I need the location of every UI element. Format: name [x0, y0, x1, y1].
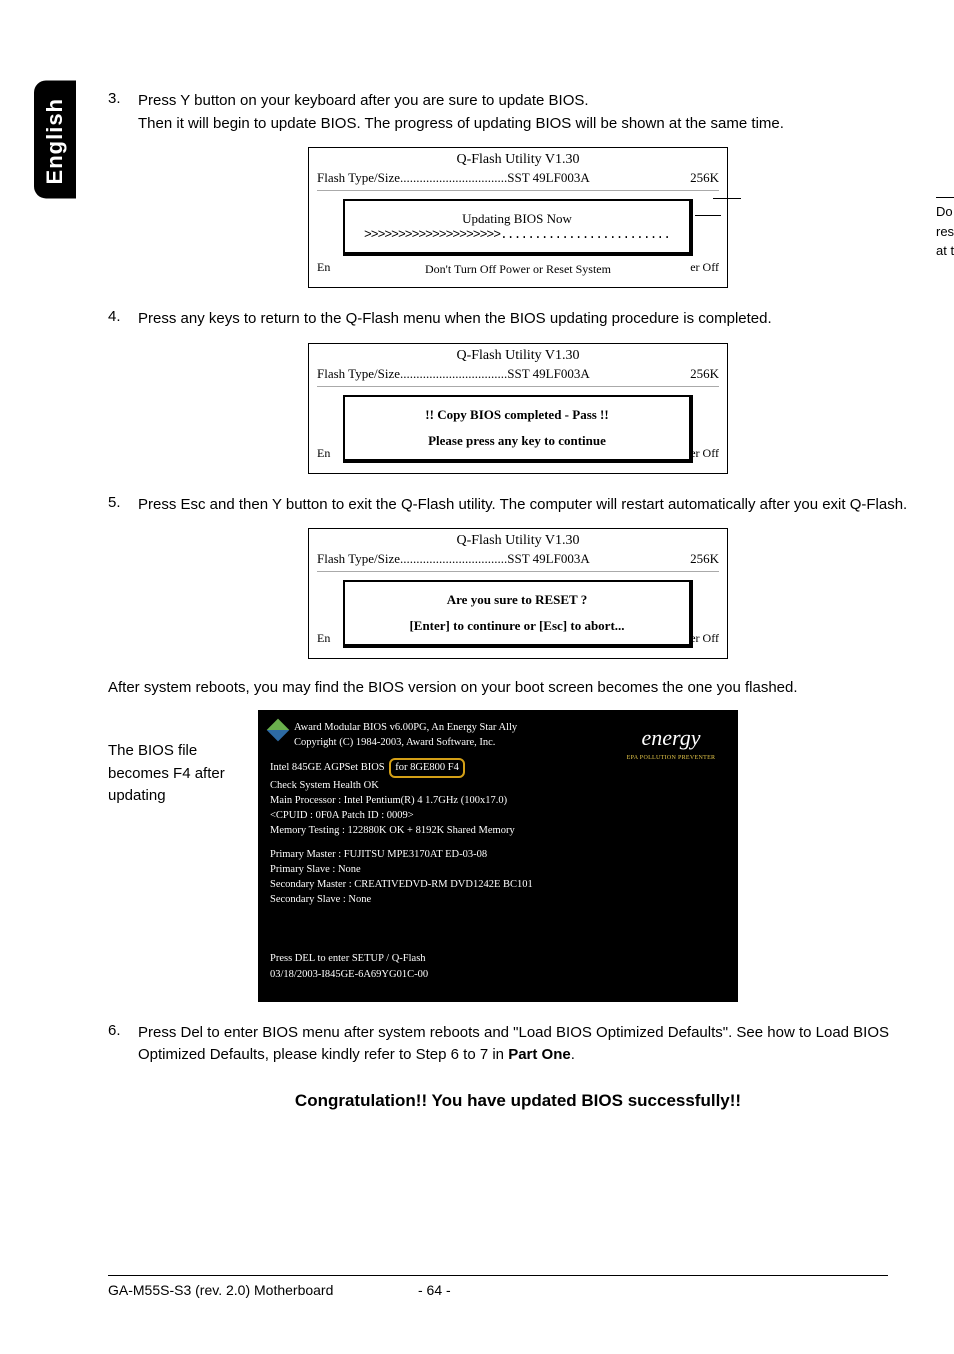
step-4: 4. Press any keys to return to the Q-Fla… — [108, 308, 928, 331]
step-number: 5. — [108, 494, 138, 517]
step-text: Press Y button on your keyboard after yo… — [138, 90, 784, 135]
flash-size: 256K — [690, 366, 719, 382]
caution-text: Do not turn off power or reset your syst… — [936, 202, 954, 261]
boot-l6: <CPUID : 0F0A Patch ID : 0009> — [270, 808, 726, 823]
flash-size: 256K — [690, 551, 719, 567]
footer-right: er Off — [690, 446, 719, 461]
boot-l7: Memory Testing : 122880K OK + 8192K Shar… — [270, 823, 726, 838]
connector — [713, 198, 741, 199]
after-reboot-text: After system reboots, you may find the B… — [108, 679, 928, 696]
page-footer: GA-M55S-S3 (rev. 2.0) Motherboard - 64 - — [108, 1275, 888, 1298]
footer-left: En — [317, 631, 330, 646]
qflash-box-2: Q-Flash Utility V1.30 Flash Type/Size...… — [308, 343, 728, 474]
caution-label: CAUTION — [936, 185, 954, 195]
step-text: Press Del to enter BIOS menu after syste… — [138, 1022, 928, 1067]
qflash-inner-3: Are you sure to RESET ? [Enter] to conti… — [343, 580, 693, 648]
updating-msg: Updating BIOS Now — [353, 211, 681, 227]
boot-f2: 03/18/2003-I845GE-6A69YG01C-00 — [270, 967, 726, 982]
boot-block-1: Intel 845GE AGPSet BIOS for 8GE800 F4 Ch… — [270, 758, 726, 838]
qflash-header: Flash Type/Size.........................… — [317, 170, 719, 191]
caution-divider — [936, 197, 954, 198]
boot-l9: Primary Slave : None — [270, 862, 726, 877]
boot-l5: Main Processor : Intel Pentium(R) 4 1.7G… — [270, 793, 726, 808]
copy-completed: !! Copy BIOS completed - Pass !! — [353, 407, 681, 423]
footer-right: er Off — [690, 631, 719, 646]
caution-t2: reset your system — [936, 224, 954, 239]
qflash-box-2-wrap: Q-Flash Utility V1.30 Flash Type/Size...… — [108, 343, 928, 474]
step-5: 5. Press Esc and then Y button to exit t… — [108, 494, 928, 517]
s6b: Part One — [508, 1046, 571, 1063]
boot-l2: Copyright (C) 1984-2003, Award Software,… — [294, 735, 517, 750]
energy-sub: EPA POLLUTION PREVENTER — [616, 754, 726, 763]
page-content: 3. Press Y button on your keyboard after… — [108, 90, 928, 1111]
s6c: . — [571, 1046, 575, 1063]
step-3: 3. Press Y button on your keyboard after… — [108, 90, 928, 135]
energy-star-logo: energy EPA POLLUTION PREVENTER — [616, 722, 726, 763]
step-number: 6. — [108, 1022, 138, 1067]
footer-left: En — [317, 260, 330, 275]
qflash-header: Flash Type/Size.........................… — [317, 366, 719, 387]
dont-turn-off: Don't Turn Off Power or Reset System — [317, 262, 719, 277]
qflash-box-1-wrap: Q-Flash Utility V1.30 Flash Type/Size...… — [108, 147, 928, 288]
boot-f1: Press DEL to enter SETUP / Q-Flash — [270, 951, 726, 966]
footer-left: En — [317, 446, 330, 461]
qflash-title: Q-Flash Utility V1.30 — [317, 533, 719, 549]
congratulation-text: Congratulation!! You have updated BIOS s… — [108, 1091, 928, 1111]
flash-size: 256K — [690, 170, 719, 186]
qflash-inner-1: Updating BIOS Now >>>>>>>>>>>>>>>>>>>>..… — [343, 199, 693, 256]
boot-screen: energy EPA POLLUTION PREVENTER Award Mod… — [258, 710, 738, 1002]
qflash-box-1: Q-Flash Utility V1.30 Flash Type/Size...… — [308, 147, 728, 288]
boot-l8: Primary Master : FUJITSU MPE3170AT ED-03… — [270, 847, 726, 862]
qflash-box-3-wrap: Q-Flash Utility V1.30 Flash Type/Size...… — [108, 528, 928, 659]
boot-footer: Press DEL to enter SETUP / Q-Flash 03/18… — [270, 951, 726, 981]
boot-label: The BIOS file becomes F4 after updating — [108, 710, 258, 808]
step-number: 3. — [108, 90, 138, 135]
footer-page: - 64 - — [418, 1282, 451, 1298]
award-logo-icon — [267, 719, 290, 742]
qflash-header: Flash Type/Size.........................… — [317, 551, 719, 572]
footer-right: er Off — [690, 260, 719, 275]
qflash-title: Q-Flash Utility V1.30 — [317, 152, 719, 168]
boot-screen-wrap: The BIOS file becomes F4 after updating … — [108, 710, 928, 1002]
qflash-inner-2: !! Copy BIOS completed - Pass !! Please … — [343, 395, 693, 463]
step3-line1: Press Y button on your keyboard after yo… — [138, 92, 589, 109]
connector-line — [695, 215, 721, 216]
press-any-key: Please press any key to continue — [353, 433, 681, 449]
boot-l11: Secondary Slave : None — [270, 892, 726, 907]
step-6: 6. Press Del to enter BIOS menu after sy… — [108, 1022, 928, 1067]
footer-model: GA-M55S-S3 (rev. 2.0) Motherboard — [108, 1282, 418, 1298]
boot-l3a: Intel 845GE AGPSet BIOS — [270, 762, 387, 773]
reset-confirm: Are you sure to RESET ? — [353, 592, 681, 608]
flash-type: Flash Type/Size.........................… — [317, 551, 590, 567]
enter-esc: [Enter] to continure or [Esc] to abort..… — [353, 618, 681, 634]
caution-t3: at this stage!! — [936, 243, 954, 258]
boot-l4: Check System Health OK — [270, 778, 726, 793]
caution-box: CAUTION Do not turn off power or reset y… — [936, 143, 954, 261]
qflash-title: Q-Flash Utility V1.30 — [317, 348, 719, 364]
step-text: Press any keys to return to the Q-Flash … — [138, 308, 772, 331]
progress-bar: >>>>>>>>>>>>>>>>>>>>....................… — [353, 227, 681, 242]
boot-l10: Secondary Master : CREATIVEDVD-RM DVD124… — [270, 877, 726, 892]
boot-l1: Award Modular BIOS v6.00PG, An Energy St… — [294, 720, 517, 735]
language-tab: English — [34, 80, 76, 198]
energy-script: energy — [616, 722, 726, 754]
qflash-box-3: Q-Flash Utility V1.30 Flash Type/Size...… — [308, 528, 728, 659]
caution-t1: Do not turn off power or — [936, 204, 954, 219]
step-text: Press Esc and then Y button to exit the … — [138, 494, 907, 517]
step-number: 4. — [108, 308, 138, 331]
step3-line2: Then it will begin to update BIOS. The p… — [138, 115, 784, 132]
boot-block-2: Primary Master : FUJITSU MPE3170AT ED-03… — [270, 847, 726, 908]
bios-version-highlight: for 8GE800 F4 — [389, 758, 465, 777]
flash-type: Flash Type/Size.........................… — [317, 366, 590, 382]
flash-type: Flash Type/Size.........................… — [317, 170, 590, 186]
